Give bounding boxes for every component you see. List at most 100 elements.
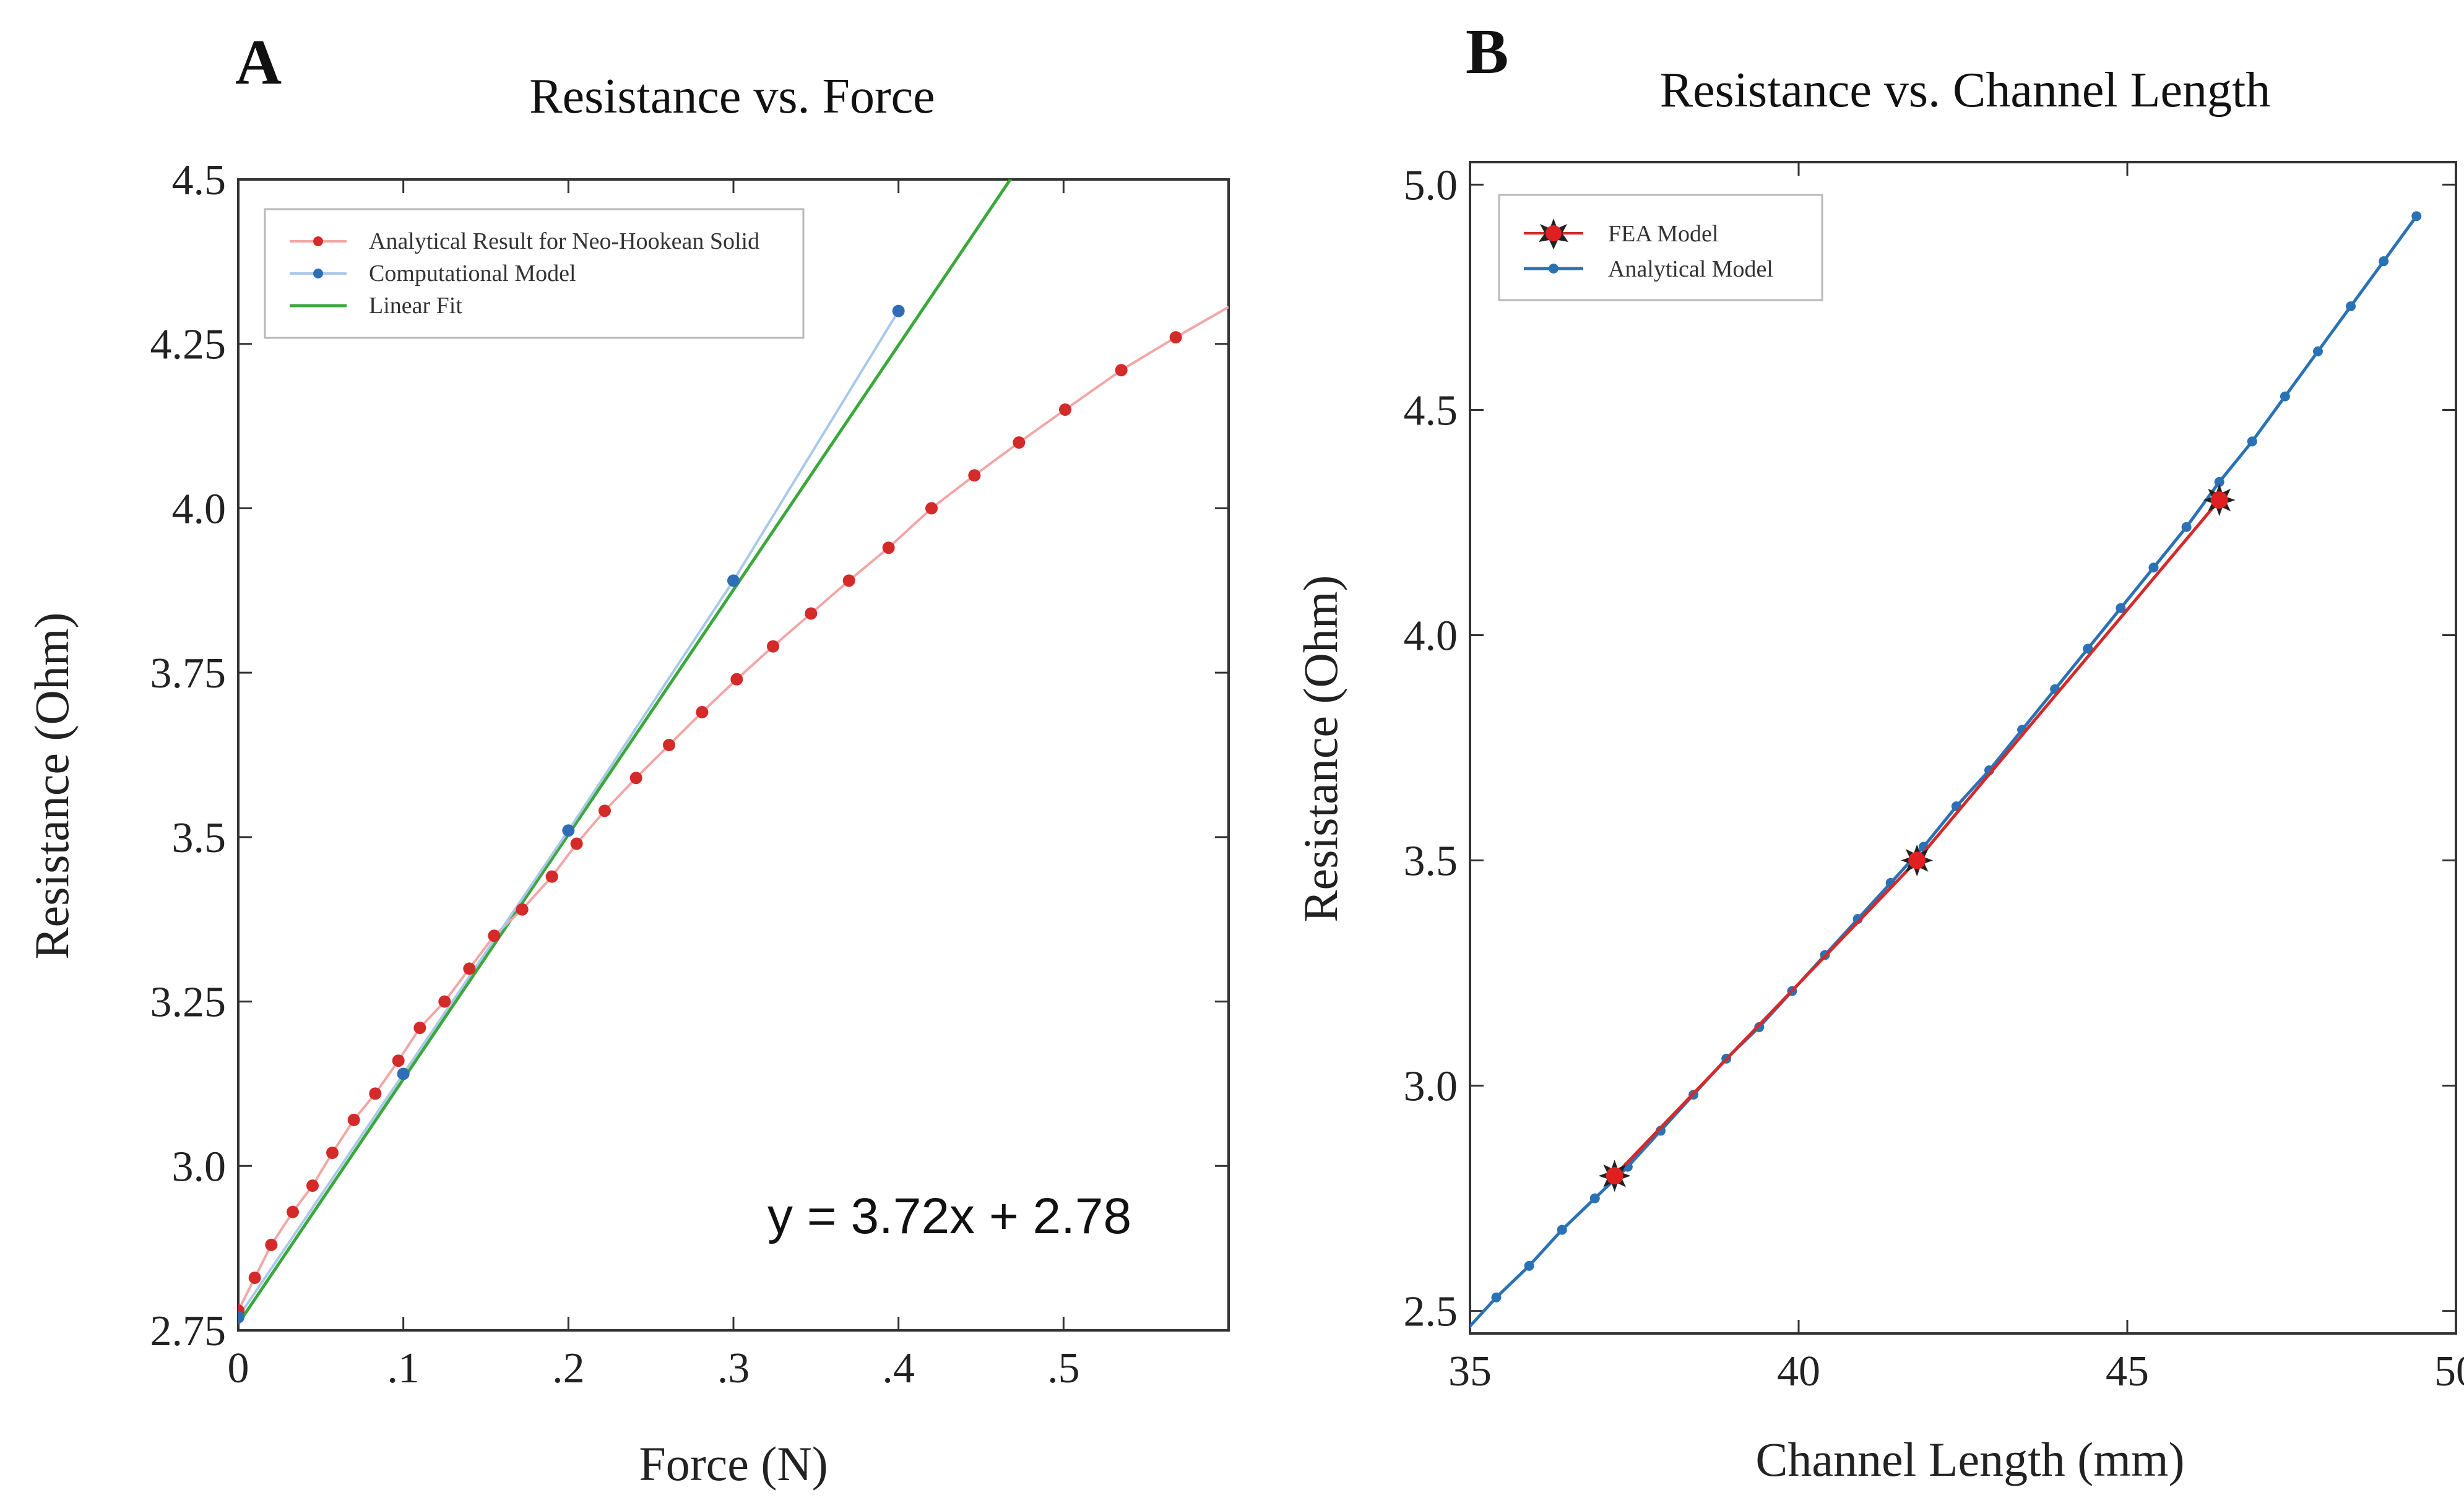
panel-a-y-tick-label: 4.25 — [150, 321, 227, 369]
panel-b-clipped — [1470, 211, 2422, 1329]
panel-a-letter: A — [235, 27, 282, 98]
analytical-point — [488, 929, 501, 942]
analytical-point — [516, 903, 529, 916]
analytical-model-point — [1491, 1292, 1502, 1303]
panel-b-plot-area — [1470, 211, 2422, 1329]
analytical-point — [326, 1147, 339, 1160]
panel-a-y-tick-label: 3.0 — [172, 1143, 227, 1191]
legend-label-analytical: Analytical Result for Neo-Hookean Solid — [369, 228, 759, 254]
analytical-model-point — [2346, 301, 2356, 311]
linear-fit-line — [238, 179, 1013, 1325]
legend-label-computational: Computational Model — [369, 261, 576, 286]
panel-a-axes: 0 .1 .2 .3 .4 .5 2.75 3.0 3.25 3.5 3.75 4.0 4.25 4.5 — [150, 157, 1230, 1392]
analytical-model-point — [2148, 562, 2159, 573]
legend-swatch-computational-marker — [313, 269, 323, 278]
panel-b: B Resistance vs. Channel Length 35 40 45 50… — [1294, 16, 2464, 1486]
analytical-point — [629, 772, 642, 785]
panel-b-y-tick-label: 4.0 — [1404, 612, 1458, 660]
analytical-model-point — [1557, 1225, 1567, 1235]
legend-swatch-fea-marker — [1545, 225, 1562, 241]
analytical-point — [463, 962, 476, 975]
fit-equation: y = 3.72x + 2.78 — [767, 1188, 1131, 1244]
analytical-model-point — [1524, 1260, 1534, 1271]
analytical-model-point — [2379, 256, 2389, 267]
panel-a-y-tick-label: 4.0 — [172, 485, 227, 533]
analytical-point — [545, 870, 558, 883]
analytical-point — [1115, 364, 1128, 377]
panel-a-y-tick-label: 2.75 — [150, 1307, 227, 1355]
analytical-point — [287, 1205, 299, 1218]
panel-b-x-axis-label: Channel Length (mm) — [1755, 1432, 2184, 1486]
panel-b-y-tick-label: 2.5 — [1404, 1288, 1458, 1336]
panel-a-x-tick-label: 0 — [228, 1345, 249, 1392]
panel-b-y-tick-label: 3.5 — [1404, 838, 1458, 885]
analytical-point — [1059, 403, 1071, 416]
panel-b-frame — [1469, 161, 2457, 1335]
analytical-point — [696, 705, 709, 718]
analytical-point — [1013, 436, 1026, 449]
analytical-point — [730, 673, 743, 686]
analytical-point — [599, 804, 611, 817]
panel-a-legend-box — [264, 208, 805, 339]
panel-a-x-tick-label: .4 — [882, 1345, 915, 1392]
panel-a-plot-area — [238, 179, 1229, 1325]
panel-a-y-tick-label: 4.5 — [172, 157, 227, 204]
computational-point — [397, 1067, 410, 1080]
panel-b-y-axis-label: Resistance (Ohm) — [1294, 575, 1347, 922]
panel-b-legend-box — [1498, 194, 1823, 301]
analytical-point — [347, 1113, 360, 1126]
analytical-point — [413, 1022, 426, 1035]
panel-b-title: Resistance vs. Channel Length — [1660, 63, 2270, 118]
analytical-model-point — [2116, 603, 2126, 613]
analytical-model-point — [1589, 1193, 1600, 1204]
panel-a-y-tick-label: 3.25 — [150, 979, 227, 1027]
panel-a-x-tick-label: .3 — [717, 1345, 750, 1392]
panel-a-y-tick-label: 3.75 — [150, 650, 227, 697]
analytical-point — [392, 1054, 405, 1067]
computational-point — [892, 304, 905, 317]
analytical-point — [882, 541, 895, 554]
analytical-point — [1169, 331, 1182, 344]
computational-point — [238, 1311, 244, 1324]
analytical-point — [805, 607, 818, 620]
analytical-point — [842, 574, 855, 587]
analytical-point — [306, 1179, 319, 1192]
panel-b-x-tick-label: 40 — [1777, 1348, 1820, 1395]
panel-b-y-tick-label: 4.5 — [1404, 387, 1458, 434]
panel-a-x-tick-label: .2 — [552, 1345, 585, 1392]
panel-b-y-tick-label: 3.0 — [1404, 1063, 1458, 1111]
legend-swatch-analytical-marker — [313, 236, 323, 246]
panel-b-axes: 35 40 45 50 2.5 3.0 3.5 4.0 4.5 5.0 — [1404, 161, 2464, 1395]
panel-a-y-tick-label: 3.5 — [172, 814, 227, 862]
analytical-model-point — [2214, 476, 2224, 487]
analytical-model-point — [2083, 644, 2093, 654]
legend-label-linear-fit: Linear Fit — [369, 293, 462, 319]
analytical-series-line — [238, 306, 1229, 1312]
analytical-point — [663, 739, 675, 752]
analytical-point — [265, 1238, 278, 1251]
panel-a-y-axis-label: Resistance (Ohm) — [25, 612, 79, 959]
fea-model-point — [1606, 1167, 1623, 1185]
panel-a-title: Resistance vs. Force — [529, 69, 935, 124]
panel-b-legend: FEA Model Analytical Model — [1498, 194, 1823, 301]
analytical-point — [925, 502, 938, 515]
panel-a-legend: Analytical Result for Neo-Hookean Solid … — [264, 208, 805, 339]
analytical-model-point — [2280, 391, 2290, 402]
analytical-point — [570, 837, 583, 850]
computational-point — [727, 574, 740, 587]
legend-swatch-analytical-model-marker — [1549, 264, 1558, 273]
panel-b-letter: B — [1466, 16, 1508, 87]
analytical-point — [968, 469, 981, 482]
analytical-model-point — [2312, 346, 2323, 356]
analytical-point — [767, 640, 779, 653]
analytical-point — [369, 1087, 382, 1100]
panel-a-x-tick-label: .5 — [1047, 1345, 1080, 1392]
fea-model-point — [1908, 851, 1926, 869]
analytical-model-point — [2247, 436, 2257, 447]
computational-point — [562, 824, 575, 837]
panel-a-clipped — [238, 179, 1229, 1325]
analytical-point — [248, 1271, 261, 1284]
fea-model-point — [2210, 491, 2228, 509]
analytical-model-point — [2181, 522, 2192, 532]
